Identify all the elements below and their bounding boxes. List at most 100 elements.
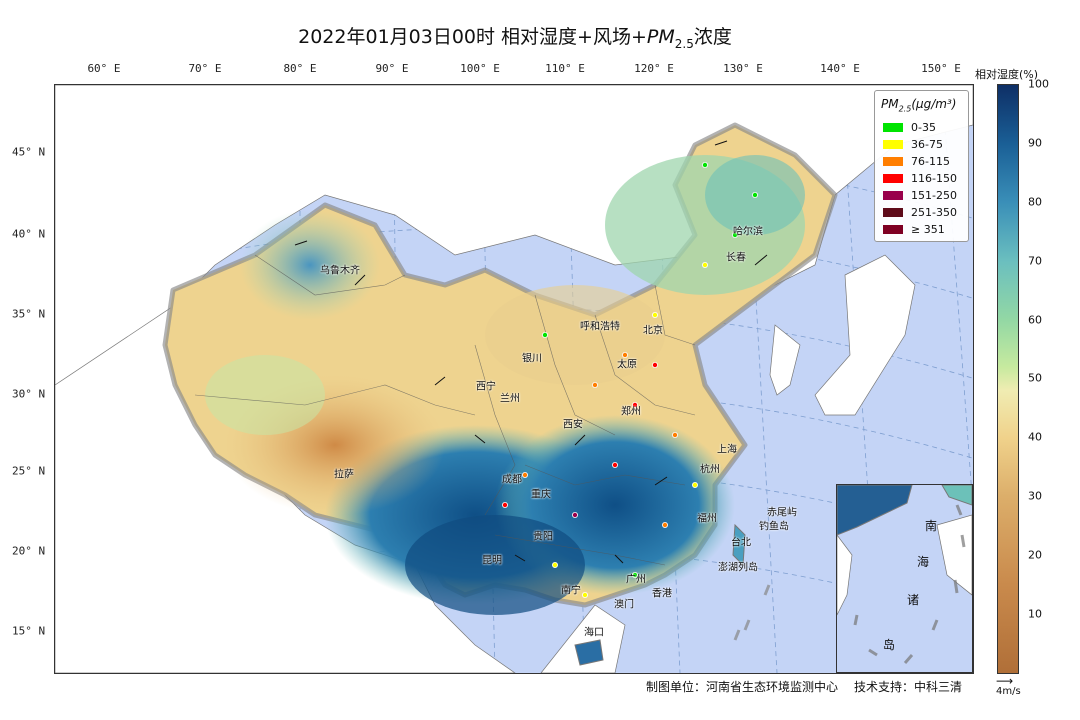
inset-label-hai: 海 bbox=[917, 555, 930, 569]
legend-item: 36-75 bbox=[883, 137, 943, 151]
colorbar-tick: 30 bbox=[1028, 489, 1042, 503]
city-label-yinchuan: 银川 bbox=[522, 353, 542, 365]
colorbar-tick: 90 bbox=[1028, 136, 1042, 150]
map-title: 2022年01月03日00时 相对湿度+风场+PM2.5浓度 bbox=[0, 22, 1030, 51]
lat-label: 20° N bbox=[12, 544, 46, 558]
city-label-changchun: 长春 bbox=[726, 252, 746, 264]
legend-item: 251-350 bbox=[883, 205, 957, 219]
station-markers bbox=[501, 162, 759, 598]
city-label-chengdu: 成都 bbox=[502, 474, 522, 486]
legend-swatch bbox=[883, 190, 903, 200]
legend-item-label: 116-150 bbox=[911, 171, 957, 185]
legend-title-sub: 2.5 bbox=[898, 104, 912, 114]
legend-item-label: ≥ 351 bbox=[911, 222, 945, 236]
hainan bbox=[574, 639, 604, 666]
legend-item: 116-150 bbox=[883, 171, 957, 185]
legend-swatch bbox=[883, 207, 903, 217]
city-label-kunming: 昆明 bbox=[482, 555, 502, 567]
city-label-zhengzhou: 郑州 bbox=[621, 406, 641, 418]
city-label-taiyuan: 太原 bbox=[617, 359, 637, 371]
city-label-fuzhou: 福州 bbox=[697, 513, 717, 525]
lon-label: 120° E bbox=[634, 62, 674, 75]
lon-label: 60° E bbox=[87, 62, 121, 75]
city-label-guangzhou: 广州 bbox=[626, 574, 646, 586]
lat-label: 40° N bbox=[12, 227, 46, 241]
lon-label: 80° E bbox=[283, 62, 317, 75]
legend-item-label: 251-350 bbox=[911, 205, 957, 219]
lon-label: 130° E bbox=[723, 62, 763, 75]
legend-swatch bbox=[883, 122, 903, 132]
city-label-xian: 西安 bbox=[563, 419, 583, 431]
legend-item-label: 36-75 bbox=[911, 137, 943, 151]
main-map[interactable]: 乌鲁木齐 拉萨 西宁 兰州 银川 呼和浩特 北京 太原 西安 郑州 成都 重庆 … bbox=[54, 84, 974, 674]
watermark-logo: 3Clear bbox=[61, 651, 110, 669]
title-pm: PM bbox=[646, 26, 675, 48]
colorbar-tick: 40 bbox=[1028, 430, 1042, 444]
lon-label: 140° E bbox=[820, 62, 860, 75]
colorbar-tick: 100 bbox=[1028, 77, 1049, 91]
city-label-chiweiyu: 赤尾屿 bbox=[767, 507, 797, 519]
inset-canvas bbox=[837, 485, 972, 664]
colorbar-tick: 10 bbox=[1028, 607, 1042, 621]
title-suffix: 浓度 bbox=[693, 26, 732, 48]
colorbar-tick: 50 bbox=[1028, 371, 1042, 385]
lon-label: 90° E bbox=[375, 62, 409, 75]
lat-label: 35° N bbox=[12, 307, 46, 321]
legend-item: ≥ 351 bbox=[883, 222, 945, 236]
city-label-hongkong: 香港 bbox=[652, 588, 672, 600]
island-dashes bbox=[733, 584, 771, 641]
wind-vectors bbox=[294, 140, 768, 564]
lat-label: 30° N bbox=[12, 387, 46, 401]
city-label-haikou: 海口 bbox=[584, 627, 604, 639]
taiwan bbox=[732, 523, 746, 567]
city-label-xining: 西宁 bbox=[476, 381, 496, 393]
lat-label: 45° N bbox=[12, 145, 46, 159]
legend-item: 0-35 bbox=[883, 120, 936, 134]
province-boundaries bbox=[194, 254, 696, 566]
city-label-harbin: 哈尔滨 bbox=[733, 226, 763, 238]
humidity-colorbar bbox=[997, 84, 1019, 674]
legend-swatch bbox=[883, 224, 903, 234]
legend-item: 76-115 bbox=[883, 154, 950, 168]
title-pm-subscript: 2.5 bbox=[674, 36, 694, 51]
lon-label: 100° E bbox=[460, 62, 500, 75]
colorbar-tick: 60 bbox=[1028, 313, 1042, 327]
city-label-urumqi: 乌鲁木齐 bbox=[320, 265, 360, 277]
city-label-hangzhou: 杭州 bbox=[700, 464, 720, 476]
map-canvas bbox=[55, 85, 973, 673]
city-label-chongqing: 重庆 bbox=[531, 489, 551, 501]
legend-swatch bbox=[883, 139, 903, 149]
colorbar-tick: 20 bbox=[1028, 548, 1042, 562]
inset-label-zhu: 诸 bbox=[907, 593, 920, 607]
legend-swatch bbox=[883, 156, 903, 166]
footer-credits: 制图单位：河南省生态环境监测中心 技术支持：中科三清 bbox=[646, 678, 962, 695]
wind-reference-arrow-icon: ⟶ bbox=[996, 674, 1014, 688]
inset-label-dao: 岛 bbox=[883, 638, 896, 652]
city-label-penghu: 澎湖列岛 bbox=[718, 562, 758, 574]
footer-support: 技术支持：中科三清 bbox=[854, 680, 963, 694]
lon-label: 150° E bbox=[921, 62, 961, 75]
south-china-sea-inset[interactable]: 南 海 诸 岛 bbox=[836, 484, 973, 673]
title-prefix: 2022年01月03日00时 相对湿度+风场+ bbox=[298, 26, 647, 48]
lon-label: 110° E bbox=[545, 62, 585, 75]
legend-item-label: 151-250 bbox=[911, 188, 957, 202]
city-label-shanghai: 上海 bbox=[717, 444, 737, 456]
city-label-taipei: 台北 bbox=[731, 537, 751, 549]
city-label-guiyang: 贵阳 bbox=[533, 531, 553, 543]
city-label-lhasa: 拉萨 bbox=[334, 469, 354, 481]
wind-reference: ⟶ 4m/s bbox=[996, 674, 1021, 697]
colorbar-tick: 80 bbox=[1028, 195, 1042, 209]
footer-producer: 制图单位：河南省生态环境监测中心 bbox=[646, 680, 839, 694]
legend-title-unit: (μg/m³) bbox=[911, 97, 957, 111]
legend-item: 151-250 bbox=[883, 188, 957, 202]
legend-swatch bbox=[883, 173, 903, 183]
legend-item-label: 76-115 bbox=[911, 154, 950, 168]
city-label-nanning: 南宁 bbox=[561, 585, 581, 597]
colorbar-tick: 70 bbox=[1028, 254, 1042, 268]
legend-title: PM2.5(μg/m³) bbox=[881, 97, 957, 113]
pm25-legend: PM2.5(μg/m³) 0-35 36-75 76-115 116-150 1… bbox=[874, 90, 969, 242]
humidity-field bbox=[205, 155, 805, 615]
city-label-macau: 澳门 bbox=[614, 599, 634, 611]
lat-label: 25° N bbox=[12, 464, 46, 478]
city-label-diaoyudao: 钓鱼岛 bbox=[759, 521, 789, 533]
